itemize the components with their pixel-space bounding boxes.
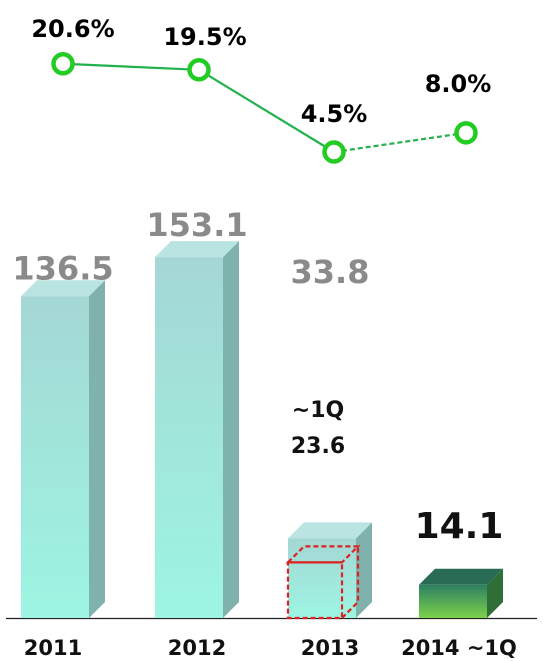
- bar-3-top: [419, 568, 503, 585]
- growth-segment-1: [198, 68, 335, 153]
- growth-label-0: 20.6%: [31, 15, 114, 43]
- growth-point-0: [51, 52, 75, 76]
- bar-0-front: [21, 296, 89, 618]
- growth-point-2: [322, 140, 346, 164]
- bar-1-top: [155, 241, 239, 258]
- highlight-box-side: [341, 546, 360, 619]
- highlight-label-line-0: ~1Q: [292, 398, 344, 423]
- bar-3: [419, 568, 503, 618]
- growth-label-1: 19.5%: [163, 23, 246, 51]
- bar-2: [288, 522, 372, 618]
- labels-layer: 136.5 153.1 33.8 14.1 ~1Q 23.6 2011 2012 2013 201…: [12, 15, 517, 660]
- growth-segment-2: [333, 131, 467, 154]
- bar-2-side: [356, 522, 372, 618]
- bar-2-top: [288, 522, 372, 539]
- highlight-dashed-box: [285, 545, 361, 620]
- value-label-0: 136.5: [12, 249, 113, 287]
- bar-0: [21, 280, 105, 618]
- growth-point-3: [454, 121, 478, 145]
- value-label-1: 153.1: [146, 206, 247, 244]
- bar-2-front: [288, 538, 356, 618]
- category-label-2: 2013: [301, 636, 359, 660]
- bar-1-side: [223, 241, 239, 618]
- value-label-3: 14.1: [415, 506, 504, 547]
- highlight-label-line-1: 23.6: [291, 434, 345, 459]
- bar-0-top: [21, 280, 105, 297]
- growth-segment-0: [62, 62, 200, 71]
- highlight-box-top: [285, 545, 361, 564]
- category-label-0: 2011: [24, 636, 82, 660]
- bar-0-side: [89, 280, 105, 618]
- bar-1-front: [155, 257, 223, 618]
- bar-3-side: [487, 568, 503, 618]
- bar-3-front: [419, 584, 487, 618]
- growth-label-3: 8.0%: [425, 70, 492, 98]
- category-label-3: 2014 ~1Q: [401, 636, 517, 660]
- bar-1: [155, 241, 239, 618]
- highlight-box-front: [286, 561, 344, 620]
- growth-label-2: 4.5%: [301, 100, 368, 128]
- growth-point-1: [187, 58, 211, 82]
- growth-line-layer: [51, 52, 478, 164]
- value-label-2: 33.8: [291, 253, 370, 291]
- bars-layer: [6, 241, 537, 620]
- category-label-1: 2012: [168, 636, 226, 660]
